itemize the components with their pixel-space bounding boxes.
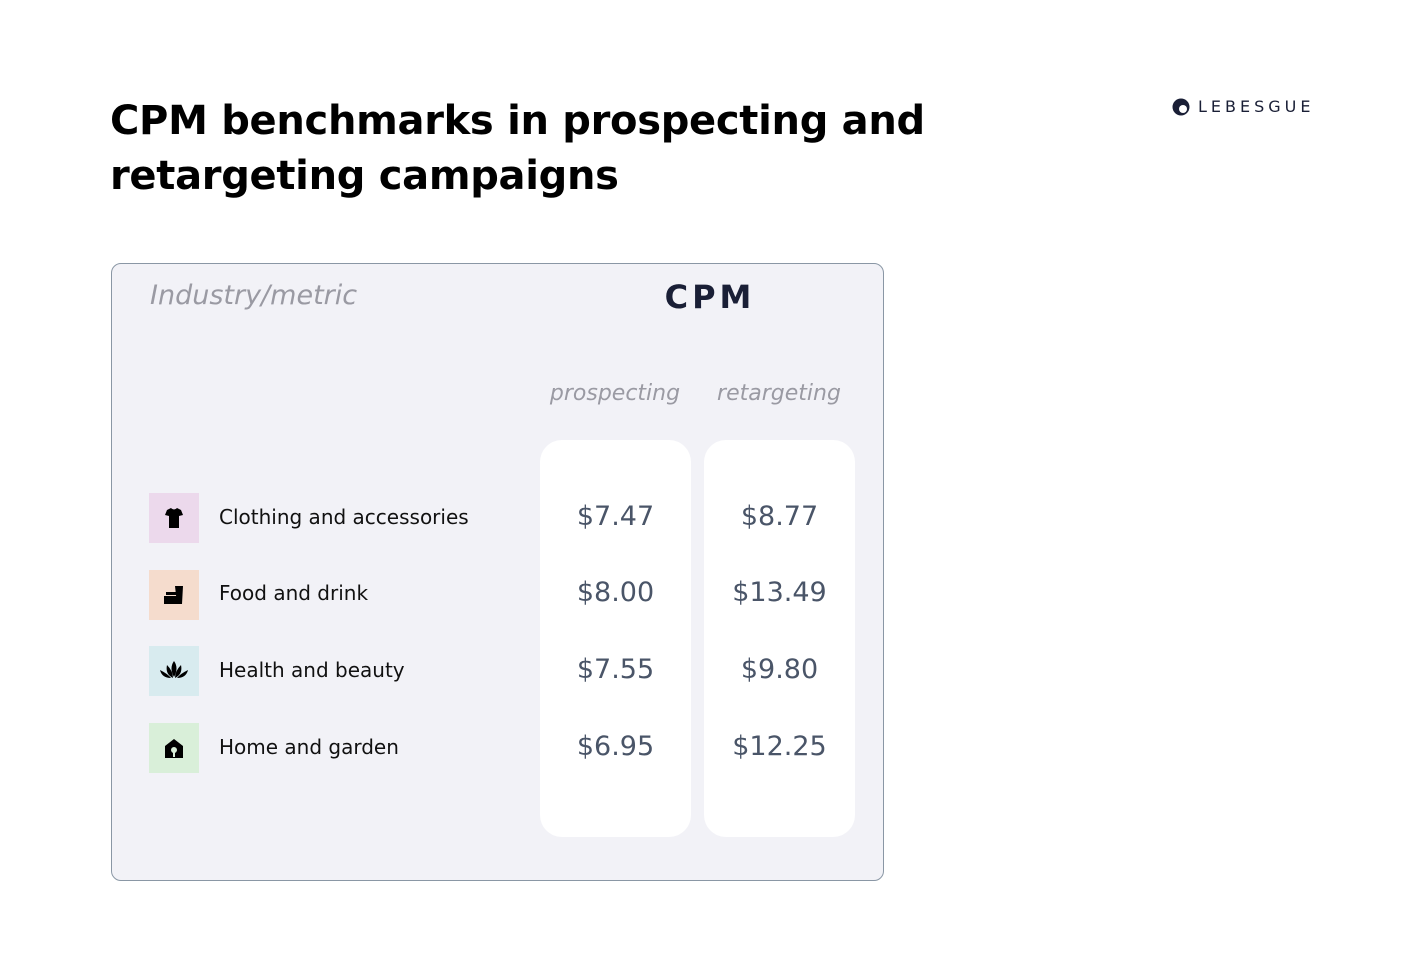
cell-value: $8.77 — [740, 501, 819, 532]
brand: LEBESGUE — [1198, 97, 1315, 116]
row-icon — [149, 646, 199, 696]
cell-value: $6.95 — [576, 731, 655, 762]
row-icon — [149, 723, 199, 773]
row-label: Food and drink — [219, 581, 369, 605]
cell-value: $12.25 — [732, 731, 827, 762]
column-header: retargeting — [717, 381, 841, 406]
row-label: Home and garden — [219, 735, 399, 759]
cell-value: $13.49 — [732, 577, 827, 608]
row-icon — [149, 493, 199, 543]
column-header: prospecting — [549, 381, 681, 406]
row-label: Health and beauty — [219, 658, 405, 682]
logo-icon — [1172, 98, 1190, 116]
row-icon — [149, 570, 199, 620]
cell-value: $7.55 — [576, 654, 655, 685]
corner-label: Industry/metric — [150, 280, 358, 311]
column-box — [540, 440, 691, 837]
group-label: CPM — [664, 278, 756, 316]
row-label: Clothing and accessories — [219, 505, 469, 529]
cell-value: $8.00 — [576, 577, 655, 608]
title: CPM benchmarks in prospecting and retarg… — [110, 98, 925, 199]
column-box — [704, 440, 855, 837]
cell-value: $7.47 — [576, 501, 655, 532]
cell-value: $9.80 — [740, 654, 819, 685]
